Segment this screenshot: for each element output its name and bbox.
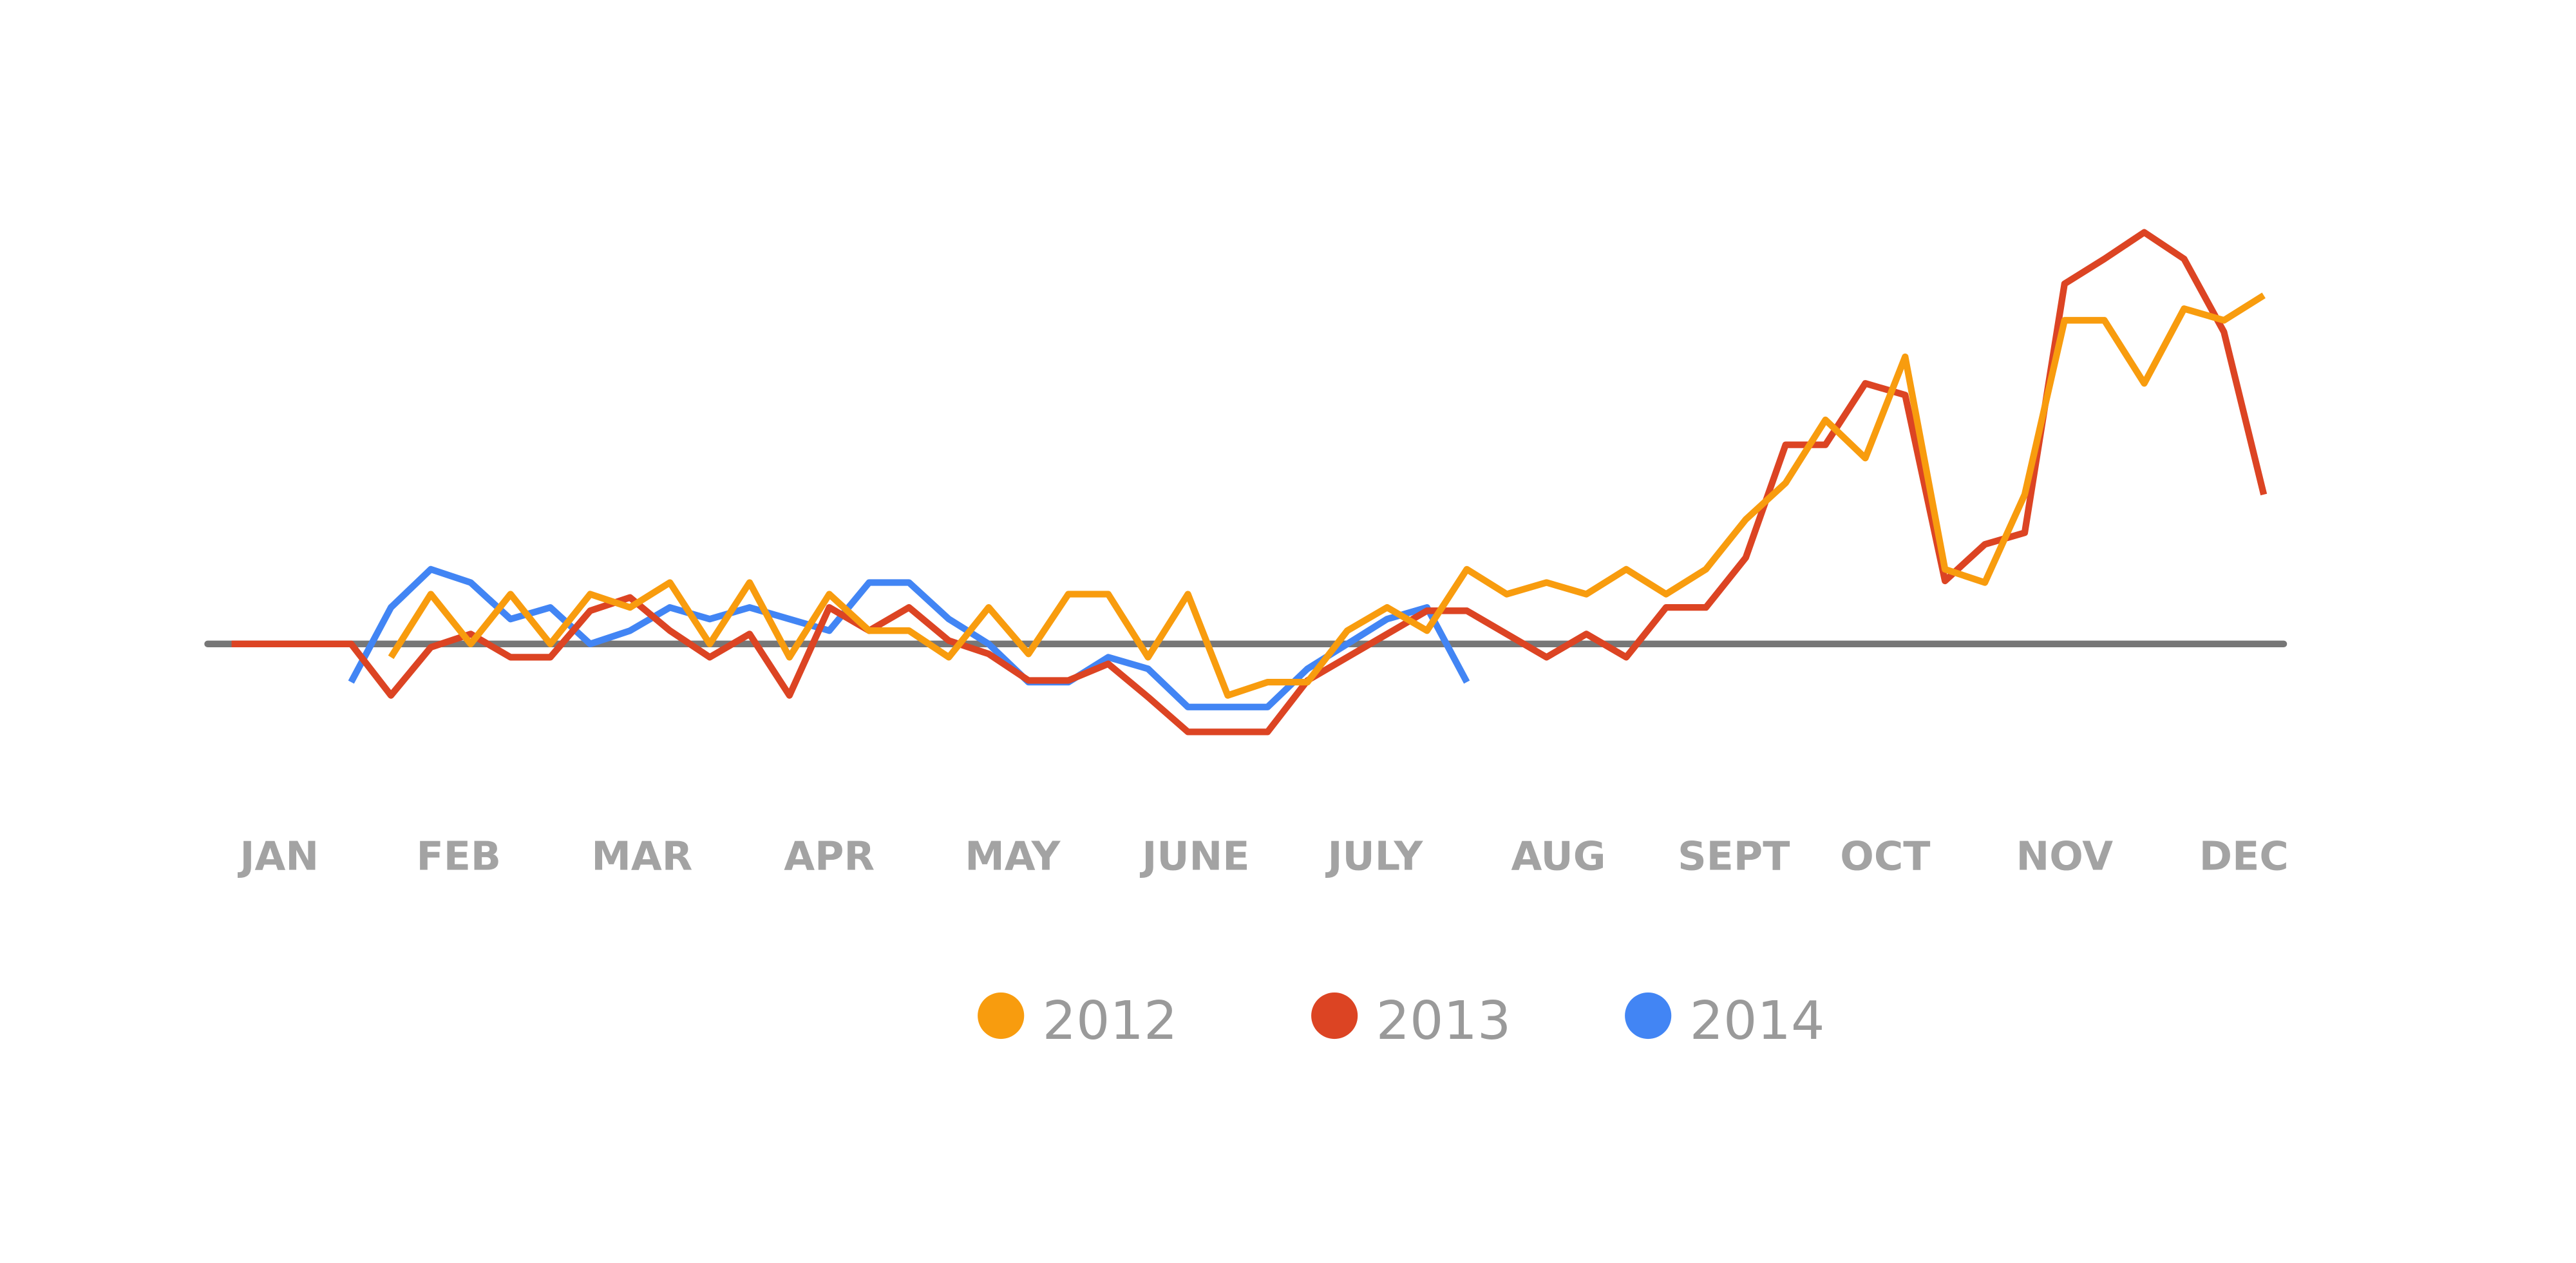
legend-swatch	[1311, 992, 1358, 1040]
legend-swatch	[1625, 992, 1672, 1040]
series-line	[388, 292, 2266, 699]
x-tick-label: APR	[784, 833, 875, 879]
x-tick-label: JUNE	[1139, 833, 1249, 879]
legend-label: 2014	[1690, 990, 1825, 1052]
x-tick-label: DEC	[2199, 833, 2289, 879]
x-tick-label: MAY	[965, 833, 1061, 879]
legend-label: 2012	[1043, 990, 1178, 1052]
x-tick-label: FEB	[416, 833, 501, 879]
x-tick-label: JAN	[238, 833, 319, 879]
series-line	[231, 229, 2268, 736]
series-line	[348, 565, 1470, 710]
x-tick-label: SEPT	[1678, 833, 1790, 879]
legend-swatch	[978, 992, 1025, 1040]
legend-label: 2013	[1376, 990, 1511, 1052]
x-tick-label: JULY	[1325, 833, 1424, 879]
x-tick-label: OCT	[1840, 833, 1930, 879]
x-tick-label: MAR	[591, 833, 692, 879]
x-tick-label: NOV	[2016, 833, 2114, 879]
x-tick-label: AUG	[1511, 833, 1606, 879]
